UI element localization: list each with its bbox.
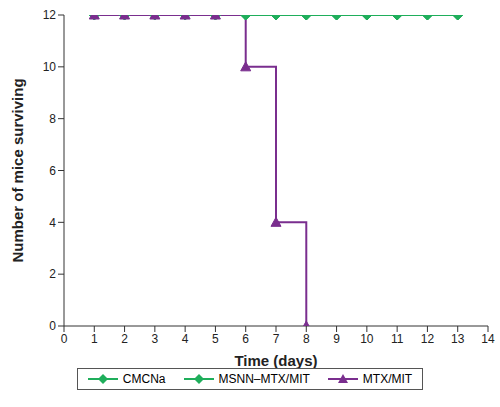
svg-text:6: 6 — [242, 332, 249, 346]
html-text:MSNN–MTX/MIT: MSNN–MTX/MIT — [218, 372, 310, 386]
svg-text:0: 0 — [49, 319, 56, 333]
svg-text:Number of mice surviving: Number of mice surviving — [9, 78, 26, 262]
svg-text:11: 11 — [391, 332, 404, 346]
svg-text:2: 2 — [121, 332, 128, 346]
svg-text:8: 8 — [49, 112, 56, 126]
svg-text:12: 12 — [43, 8, 57, 22]
svg-text:8: 8 — [303, 332, 310, 346]
svg-text:3: 3 — [152, 332, 159, 346]
svg-text:6: 6 — [49, 164, 56, 178]
html-text:MTX/MIT: MTX/MIT — [362, 372, 413, 386]
svg-text:0: 0 — [61, 332, 68, 346]
svg-text:4: 4 — [182, 332, 189, 346]
svg-text:10: 10 — [360, 332, 374, 346]
svg-text:13: 13 — [451, 332, 465, 346]
svg-text:14: 14 — [481, 332, 492, 346]
svg-text:4: 4 — [49, 216, 56, 230]
html-text:CMCNa: CMCNa — [122, 372, 166, 386]
svg-text:9: 9 — [333, 332, 340, 346]
svg-text:5: 5 — [212, 332, 219, 346]
svg-text:Time (days): Time (days) — [234, 352, 317, 369]
svg-text:7: 7 — [273, 332, 280, 346]
svg-text:1: 1 — [91, 332, 98, 346]
svg-text:2: 2 — [49, 267, 56, 281]
svg-text:12: 12 — [421, 332, 435, 346]
svg-text:10: 10 — [43, 60, 57, 74]
